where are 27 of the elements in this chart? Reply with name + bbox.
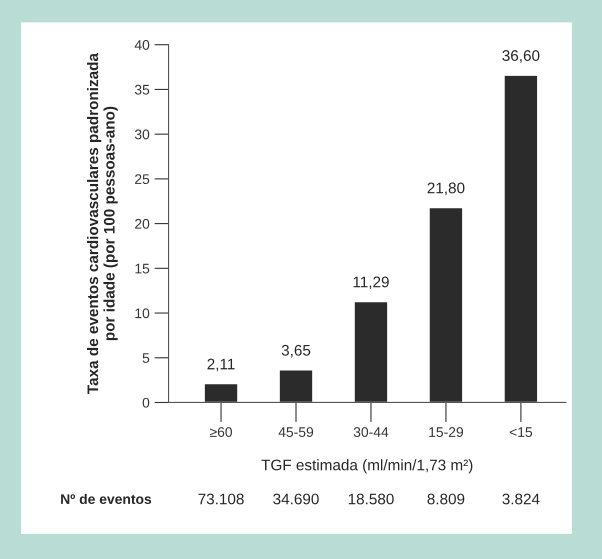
y-tick-label: 20	[135, 218, 150, 229]
x-tick-label: 45-59	[278, 427, 314, 437]
y-tick-label: 0	[142, 398, 150, 408]
y-tick-label: 35	[134, 84, 150, 95]
y-tick-label: 30	[134, 129, 150, 140]
data-label: 21,80	[428, 182, 464, 196]
y-axis-title: Taxa de eventos cardiovasculares padronizada por idade (por 100 pessoas-ano)	[87, 52, 118, 394]
y-tick-label: 5	[142, 353, 150, 363]
text: 8.809	[427, 494, 464, 504]
text: 18.580	[348, 494, 394, 504]
x-tick-label: 30-44	[354, 427, 388, 437]
text: 73.108	[198, 494, 244, 504]
data-label: 3,65	[282, 344, 310, 358]
y-tick-label: 25	[135, 174, 150, 184]
text: 3.824	[502, 494, 540, 504]
x-axis-title: TGF estimada (ml/min/1,73 m²)	[261, 459, 472, 474]
data-label: 36,60	[502, 50, 540, 63]
x-tick-label: <15	[510, 427, 532, 437]
x-tick-label: 15-29	[429, 427, 464, 437]
x-tick-label: ≥60	[210, 427, 232, 437]
text: Nº de eventos	[61, 494, 152, 504]
text: 34.690	[273, 494, 319, 504]
y-tick-label: 10	[135, 308, 150, 318]
data-label: 11,29	[354, 276, 389, 290]
y-tick-label: 15	[135, 264, 150, 274]
data-label: 2,11	[208, 358, 235, 372]
y-tick-label: 40	[134, 40, 150, 50]
